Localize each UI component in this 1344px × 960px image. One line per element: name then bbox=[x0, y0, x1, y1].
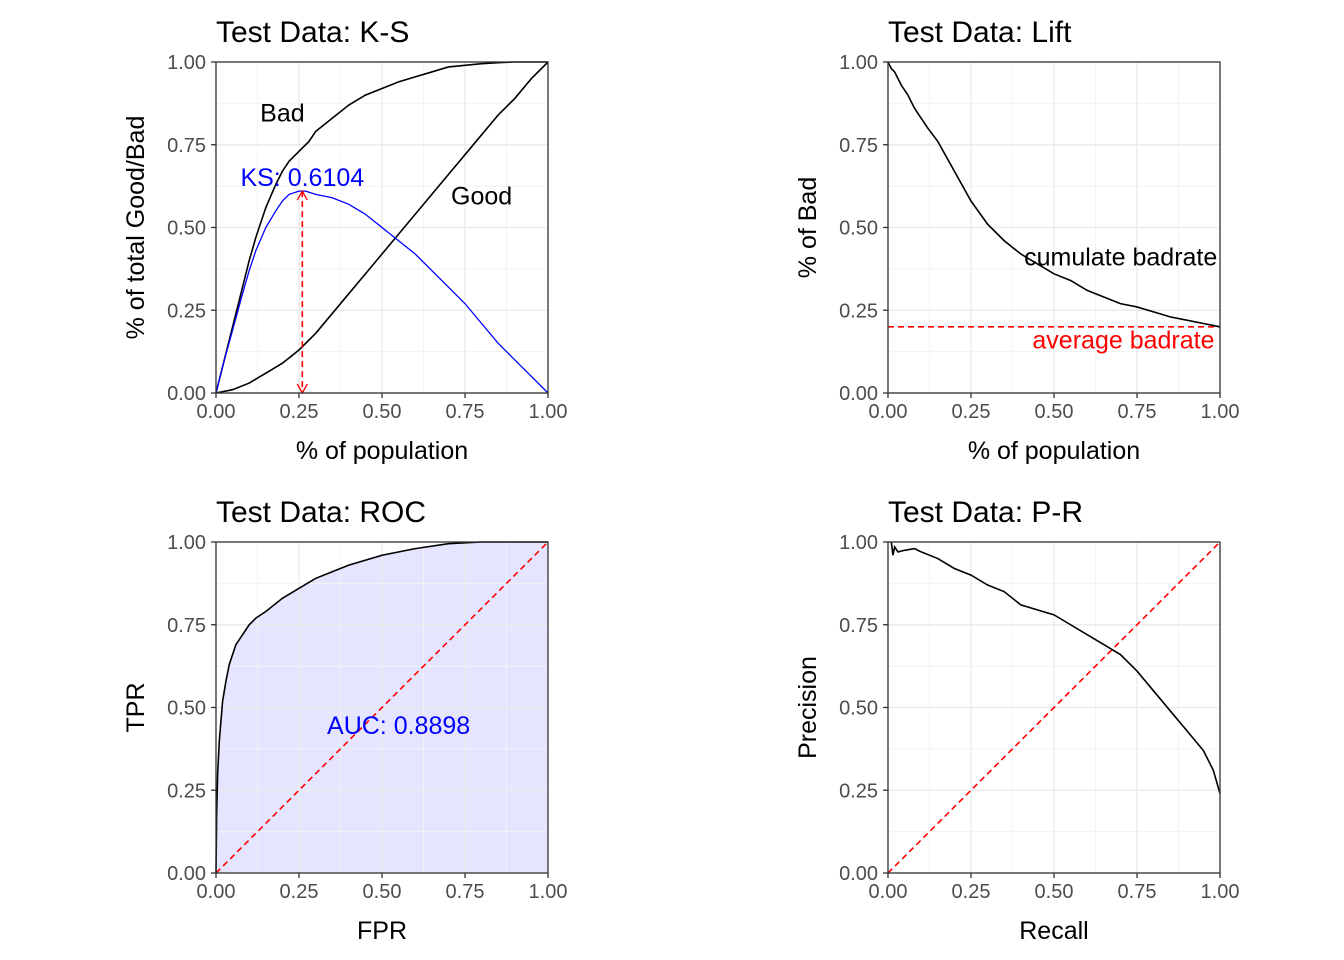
lift-x-tick-label: 0.00 bbox=[869, 401, 908, 423]
ks-arrow-head-top bbox=[296, 189, 308, 201]
pr-x-tick-label: 0.00 bbox=[869, 881, 908, 903]
lift-y-tick-label: 1.00 bbox=[839, 52, 878, 74]
lift-x-tick-label: 0.25 bbox=[952, 401, 991, 423]
lift-cumulate-badrate-curve bbox=[887, 61, 1221, 328]
roc-diagonal-line bbox=[215, 541, 549, 874]
roc-x-tick-label: 0.50 bbox=[363, 881, 402, 903]
roc-chart-title: Test Data: ROC bbox=[216, 496, 426, 529]
pr-x-tick-label: 0.25 bbox=[952, 881, 991, 903]
ks-y-tick-label: 0.75 bbox=[167, 135, 206, 157]
roc-y-tick-label: 0.50 bbox=[167, 698, 206, 720]
lift-y-tick-label: 0.25 bbox=[839, 300, 878, 322]
lift-average-badrate-label: average badrate bbox=[1032, 326, 1214, 354]
lift-y-tick-label: 0.75 bbox=[839, 135, 878, 157]
roc-x-tick-label: 1.00 bbox=[529, 881, 568, 903]
roc-y-tick-label: 0.25 bbox=[167, 780, 206, 802]
ks-y-axis-title: % of total Good/Bad bbox=[122, 116, 150, 340]
lift-y-tick-label: 0.50 bbox=[839, 218, 878, 240]
ks-good-curve bbox=[215, 61, 549, 394]
ks-value-label: KS: 0.6104 bbox=[240, 164, 364, 192]
ks-statistic-curve bbox=[215, 190, 549, 394]
pr-y-tick-label: 0.25 bbox=[839, 780, 878, 802]
ks-bad-curve bbox=[215, 61, 548, 394]
lift-cumulate-badrate-label: cumulate badrate bbox=[1024, 244, 1217, 272]
pr-y-tick-label: 1.00 bbox=[839, 532, 878, 554]
ks-good-label: Good bbox=[451, 182, 512, 210]
ks-x-tick-label: 0.75 bbox=[446, 401, 485, 423]
roc-y-tick-label: 0.00 bbox=[167, 863, 206, 885]
roc-x-tick-label: 0.25 bbox=[280, 881, 319, 903]
pr-y-tick-label: 0.75 bbox=[839, 615, 878, 637]
pr-y-tick-label: 0.50 bbox=[839, 698, 878, 720]
roc-auc-label: AUC: 0.8898 bbox=[327, 712, 470, 740]
lift-y-axis-title: % of Bad bbox=[794, 177, 822, 278]
ks-y-tick-label: 0.50 bbox=[167, 218, 206, 240]
lift-x-axis-title: % of population bbox=[968, 437, 1140, 465]
roc-x-tick-label: 0.00 bbox=[197, 881, 236, 903]
lift-panel: 0.000.00 0.25 0.25 0.50 0.50 0.75 0.75 1.00 1.00… bbox=[794, 16, 1239, 465]
roc-x-axis-title: FPR bbox=[357, 917, 407, 945]
lift-annotation-group: cumulate badrate average badrate bbox=[1024, 244, 1217, 355]
ks-x-tick-label: 0.25 bbox=[280, 401, 319, 423]
pr-panel: 0.000.00 0.25 0.25 0.50 0.50 0.75 0.75 1.00 1.00… bbox=[794, 496, 1239, 945]
lift-x-tick-label: 1.00 bbox=[1201, 401, 1240, 423]
ks-y-tick-label: 1.00 bbox=[167, 52, 206, 74]
ks-x-tick-label: 0.50 bbox=[363, 401, 402, 423]
ks-bad-label: Bad bbox=[260, 100, 304, 128]
pr-curve bbox=[890, 541, 1221, 794]
lift-x-tick-label: 0.50 bbox=[1035, 401, 1074, 423]
pr-y-tick-label: 0.00 bbox=[839, 863, 878, 885]
ks-y-tick-label: 0.00 bbox=[167, 383, 206, 405]
pr-axis-ticks: 0.000.00 0.25 0.25 0.50 0.50 0.75 0.75 1.00 1.00 bbox=[839, 532, 1239, 903]
pr-diagonal-line bbox=[887, 541, 1221, 874]
lift-y-tick-label: 0.00 bbox=[839, 383, 878, 405]
lift-chart-title: Test Data: Lift bbox=[888, 16, 1072, 49]
pr-x-tick-label: 0.75 bbox=[1118, 881, 1157, 903]
lift-x-tick-label: 0.75 bbox=[1118, 401, 1157, 423]
roc-curve bbox=[215, 541, 548, 874]
ks-chart-title: Test Data: K-S bbox=[216, 16, 409, 49]
pr-gridlines bbox=[887, 541, 1221, 874]
roc-y-axis-title: TPR bbox=[122, 683, 150, 733]
roc-x-tick-label: 0.75 bbox=[446, 881, 485, 903]
pr-chart-title: Test Data: P-R bbox=[888, 496, 1083, 529]
ks-x-tick-label: 0.00 bbox=[197, 401, 236, 423]
ks-axis-ticks: 0.000.00 0.25 0.25 0.50 0.50 0.75 0.75 1.00 1.00 bbox=[167, 52, 567, 423]
pr-x-tick-label: 0.50 bbox=[1035, 881, 1074, 903]
ks-y-tick-label: 0.25 bbox=[167, 300, 206, 322]
pr-y-axis-title: Precision bbox=[794, 656, 822, 759]
ks-panel: 0.000.00 0.25 0.25 0.50 0.50 0.75 0.75 1.00 1.00… bbox=[122, 16, 567, 465]
roc-panel: 0.000.00 0.25 0.25 0.50 0.50 0.75 0.75 1.00 1.00… bbox=[122, 496, 567, 945]
ks-x-axis-title: % of population bbox=[296, 437, 468, 465]
roc-y-tick-label: 1.00 bbox=[167, 532, 206, 554]
ks-x-tick-label: 1.00 bbox=[529, 401, 568, 423]
lift-axis-ticks: 0.000.00 0.25 0.25 0.50 0.50 0.75 0.75 1.00 1.00 bbox=[839, 52, 1239, 423]
roc-y-tick-label: 0.75 bbox=[167, 615, 206, 637]
pr-x-tick-label: 1.00 bbox=[1201, 881, 1240, 903]
pr-x-axis-title: Recall bbox=[1019, 917, 1088, 945]
roc-axis-ticks: 0.000.00 0.25 0.25 0.50 0.50 0.75 0.75 1.00 1.00 bbox=[167, 532, 567, 903]
